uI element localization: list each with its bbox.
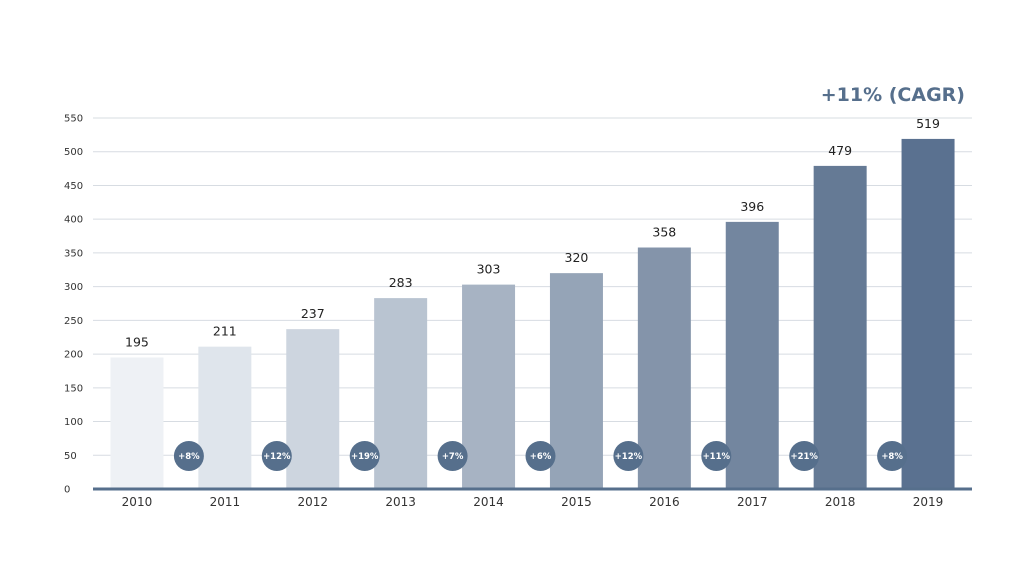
growth-badge-circle-2016 [613,441,644,471]
value-label-2011: 211 [213,324,237,339]
value-label-2015: 320 [565,250,589,265]
x-tick-label-2017: 2017 [737,495,768,509]
growth-badge-label-2012: +12% [263,452,291,462]
x-tick-label-2012: 2012 [297,495,328,509]
value-label-2018: 479 [828,143,852,158]
y-tick-label: 300 [64,282,83,293]
cagr-annotation: +11% (CAGR) [821,84,965,106]
x-tick-label-2015: 2015 [561,495,592,509]
growth-badges: +8% +12% +19% +7% +6% +12% +11% +21% +8% [173,441,908,471]
value-label-2010: 195 [125,334,149,349]
value-label-2014: 303 [477,262,501,277]
y-tick-label: 450 [64,181,83,192]
x-tick-label-2010: 2010 [122,495,153,509]
growth-badge-circle-2012 [261,441,292,471]
value-label-2012: 237 [301,306,325,321]
y-tick-label: 500 [64,147,83,158]
y-tick-label: 0 [64,485,70,496]
growth-badge-circle-2014 [437,441,468,471]
growth-badge-circle-2013 [349,441,380,471]
y-tick-label: 50 [64,451,77,462]
x-tick-label-2016: 2016 [649,495,680,509]
growth-badge-label-2019: +8% [881,452,903,462]
y-tick-label: 400 [64,215,83,226]
x-tick-label-2018: 2018 [825,495,856,509]
bar-2011 [198,346,252,489]
bar-2016 [637,247,691,489]
y-tick-label: 550 [64,114,83,125]
x-axis-ticks: 2010 2011 2012 2013 2014 2015 2016 2017 2018 2019 [122,495,944,509]
growth-badge-label-2013: +19% [351,452,379,462]
growth-badge-label-2011: +8% [178,452,200,462]
y-tick-label: 350 [64,248,83,259]
growth-badge-label-2018: +21% [790,452,818,462]
bar-2019 [901,138,955,490]
growth-badge-label-2014: +7% [442,452,464,462]
bar-2018 [813,165,867,489]
bar-2010 [110,357,164,489]
x-tick-label-2019: 2019 [913,495,944,509]
growth-badge-label-2017: +11% [703,452,731,462]
bars [110,138,955,490]
value-label-2013: 283 [389,275,413,290]
bar-2017 [725,221,779,489]
value-label-2019: 519 [916,116,940,131]
x-tick-label-2013: 2013 [385,495,416,509]
x-tick-label-2011: 2011 [210,495,241,509]
bar-2015 [549,273,603,489]
growth-badge-circle-2015 [525,441,556,471]
value-label-2016: 358 [652,225,676,240]
y-axis-ticks: 0 50 100 150 200 250 300 350 400 450 500 550 [64,114,83,496]
y-tick-label: 100 [64,417,83,428]
growth-badge-circle-2019 [877,441,908,471]
value-labels: 195 211 237 283 303 320 358 396 479 519 [125,116,940,350]
bar-2014 [462,284,516,489]
growth-badge-circle-2018 [789,441,820,471]
y-tick-label: 250 [64,316,83,327]
y-tick-label: 150 [64,383,83,394]
value-label-2017: 396 [740,199,764,214]
x-tick-label-2014: 2014 [473,495,504,509]
growth-badge-label-2015: +6% [530,452,552,462]
bar-2013 [374,298,428,489]
growth-badge-label-2016: +12% [615,452,643,462]
growth-badge-circle-2017 [701,441,732,471]
bar-2012 [286,329,340,489]
growth-badge-circle-2011 [173,441,204,471]
y-tick-label: 200 [64,350,83,361]
